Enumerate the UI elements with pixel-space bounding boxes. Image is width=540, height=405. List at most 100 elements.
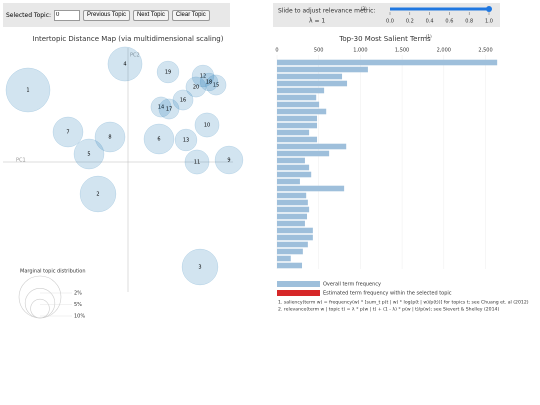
topic-label: 6 — [157, 137, 160, 143]
topic-bubble — [73, 138, 105, 170]
size-legend-circle — [30, 298, 50, 319]
topic-label: 15 — [213, 83, 219, 89]
topic-label: 9 — [227, 158, 230, 164]
topic-controls: Selected Topic: Previous Topic Next Topi… — [3, 3, 230, 27]
topic-label: 19 — [165, 70, 171, 76]
bar — [277, 192, 307, 199]
bar — [277, 178, 300, 185]
topic-bubble — [150, 96, 172, 118]
footnote: 1. saliency(term w) = frequency(w) * [su… — [278, 300, 529, 306]
bar — [277, 136, 318, 143]
topic-bubble — [194, 112, 220, 138]
bar — [277, 213, 308, 220]
bar — [277, 199, 308, 206]
topic-label: Selected Topic: — [6, 11, 52, 19]
x-tick-label: 0 — [275, 48, 278, 54]
topic-bubble — [181, 248, 219, 286]
x-tick-label: 2,500 — [478, 48, 492, 54]
topic-label: 2 — [96, 192, 99, 198]
x-tick-label: 2,000 — [437, 48, 451, 54]
bar — [277, 73, 343, 80]
bar — [277, 171, 312, 178]
bar — [277, 255, 291, 262]
topic-bubble — [205, 74, 227, 96]
topic-bubble — [5, 67, 51, 113]
topic-bubble — [107, 46, 143, 82]
bar — [277, 227, 313, 234]
topic-label: 14 — [158, 105, 164, 111]
bar — [277, 80, 348, 87]
topic-bubble — [199, 72, 219, 92]
legend-swatch — [277, 290, 320, 296]
topic-label: 8 — [108, 135, 111, 141]
bar — [277, 94, 317, 101]
previous-button[interactable]: Previous Topic — [83, 9, 130, 21]
bar — [277, 185, 345, 192]
x-tick-label: 500 — [314, 48, 324, 54]
size-legend-label: 5% — [74, 302, 82, 308]
x-tick-label: 1,000 — [353, 48, 367, 54]
bar — [277, 87, 325, 94]
size-legend-label: 10% — [74, 314, 85, 320]
clear-button[interactable]: Clear Topic — [171, 9, 210, 21]
topic-bubble — [143, 123, 175, 155]
chart-title: Top-30 Most Salient Terms — [338, 35, 431, 43]
bar — [277, 220, 305, 227]
size-legend-circle — [18, 275, 62, 319]
chart-title-note: (1) — [426, 34, 432, 39]
size-legend-title: Marginal topic distribution — [20, 269, 86, 275]
topic-label: 7 — [66, 130, 69, 136]
topic-input[interactable] — [54, 9, 81, 21]
topic-label: 11 — [194, 160, 200, 166]
topic-label: 4 — [123, 62, 126, 68]
x-tick-label: 1,500 — [395, 48, 409, 54]
bar — [277, 129, 310, 136]
legend-swatch — [277, 281, 320, 287]
topic-label: 10 — [204, 123, 210, 129]
topic-label: 3 — [198, 265, 201, 271]
size-legend-circle — [24, 288, 56, 319]
bar — [277, 150, 330, 157]
topic-label: 12 — [200, 74, 206, 80]
topic-bubble — [79, 175, 117, 213]
bar — [277, 248, 303, 255]
bar — [277, 262, 303, 269]
legend-label: Estimated term frequency within the sele… — [323, 291, 452, 297]
topic-bubble — [184, 149, 210, 175]
next-button[interactable]: Next Topic — [132, 9, 169, 21]
topic-bubble — [158, 98, 180, 120]
x-axis-label: PC1 — [16, 158, 26, 164]
bar — [277, 101, 320, 108]
bar — [277, 115, 318, 122]
bar — [277, 122, 318, 129]
size-legend-label: 2% — [74, 291, 82, 297]
topic-bubble — [214, 145, 244, 175]
bar — [277, 157, 305, 164]
topic-bubble — [172, 89, 194, 111]
footnote: 2. relevance(term w | topic t) = λ * p(w… — [278, 307, 499, 313]
topic-label: 20 — [193, 85, 199, 91]
bar — [277, 164, 310, 171]
topic-bubble — [156, 60, 180, 84]
bar — [277, 241, 308, 248]
topic-bubble — [191, 64, 215, 88]
topic-label: 17 — [166, 107, 172, 113]
topic-label: 13 — [183, 138, 189, 144]
slider-panel — [273, 3, 500, 27]
topic-bubble — [94, 121, 126, 153]
bar — [277, 59, 498, 66]
legend-label: Overall term frequency — [323, 282, 381, 288]
topic-label: 1 — [26, 88, 29, 94]
topic-bubble — [52, 116, 84, 148]
chart-title: Intertopic Distance Map (via multidimens… — [33, 35, 224, 43]
topic-label: 16 — [180, 98, 186, 104]
bar — [277, 234, 313, 241]
bar — [277, 206, 310, 213]
bar — [277, 143, 347, 150]
y-axis-label: PC2 — [130, 53, 140, 59]
topic-bubble — [174, 128, 198, 152]
topic-bubble — [185, 76, 207, 98]
topic-label: 5 — [87, 152, 90, 158]
